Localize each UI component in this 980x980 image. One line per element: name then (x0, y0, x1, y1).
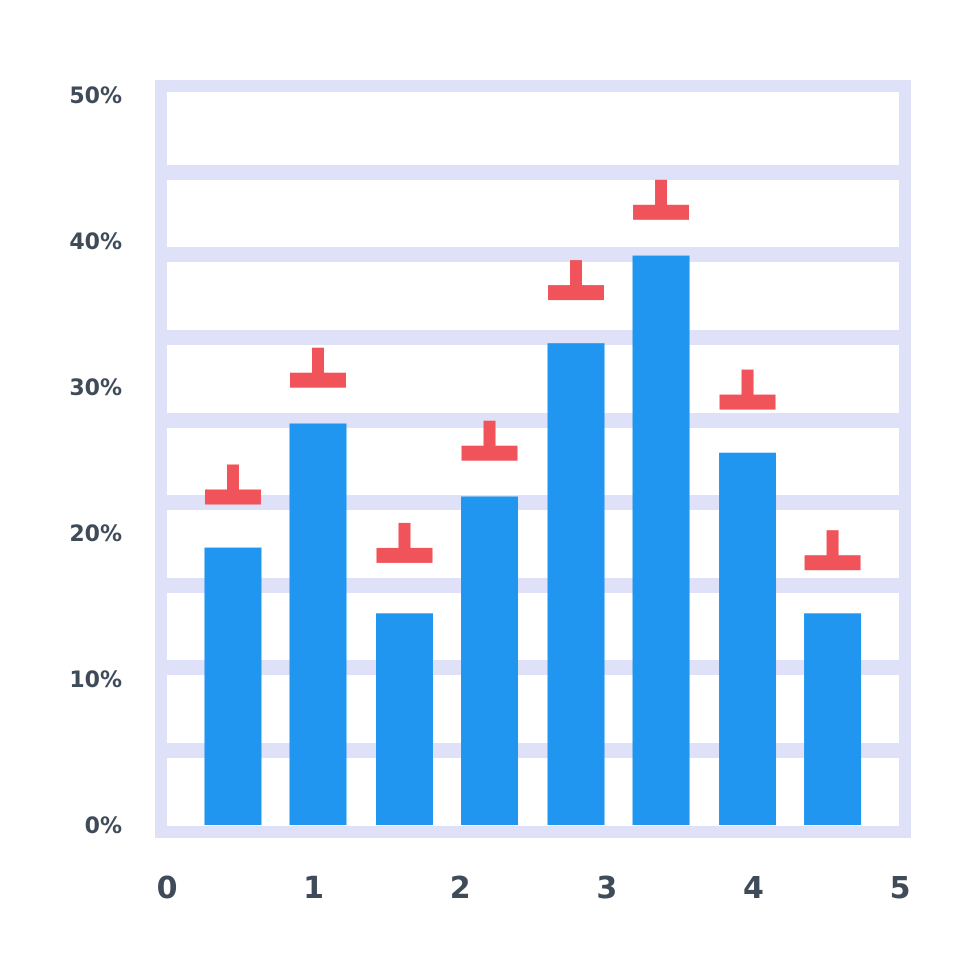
x-tick-label: 0 (157, 871, 178, 906)
gridline (161, 667, 905, 675)
error-marker (461, 420, 518, 461)
gridline (161, 420, 905, 428)
bar (547, 343, 605, 825)
bars (204, 255, 862, 826)
x-axis-ticks: 0 1 2 3 4 5 (157, 871, 911, 906)
gridlines (161, 165, 905, 758)
y-tick-label: 30% (69, 376, 122, 401)
gridline (161, 502, 905, 510)
bar (461, 496, 519, 825)
plot-frame (155, 80, 911, 838)
markers (204, 179, 861, 571)
gridline (161, 413, 905, 421)
x-tick-label: 3 (596, 871, 617, 906)
error-marker (289, 347, 346, 388)
gridline (161, 743, 905, 751)
gridline (161, 165, 905, 173)
y-axis-ticks: 0% 10% 20% 30% 40% 50% (69, 84, 122, 839)
y-tick-label: 50% (69, 84, 122, 109)
gridline (161, 172, 905, 180)
bar (289, 423, 347, 825)
gridline (161, 750, 905, 758)
gridline (161, 585, 905, 593)
x-tick-label: 2 (450, 871, 471, 906)
y-tick-label: 0% (85, 814, 122, 839)
error-marker (633, 179, 690, 220)
gridline (161, 330, 905, 338)
y-tick-label: 40% (69, 230, 122, 255)
bar (632, 255, 690, 826)
y-tick-label: 10% (69, 668, 122, 693)
error-marker (804, 530, 861, 571)
x-tick-label: 1 (303, 871, 324, 906)
gridline (161, 578, 905, 586)
gridline (161, 254, 905, 262)
bar (804, 613, 862, 825)
bar (204, 547, 262, 825)
gridline (161, 247, 905, 255)
gridline (161, 495, 905, 503)
error-marker (204, 464, 261, 505)
error-marker (719, 369, 776, 410)
y-tick-label: 20% (69, 522, 122, 547)
gridline (161, 337, 905, 345)
bar (375, 613, 433, 825)
bar (719, 452, 777, 825)
gridline (161, 660, 905, 668)
error-marker (376, 522, 433, 563)
x-tick-label: 4 (743, 871, 764, 906)
x-tick-label: 5 (890, 871, 911, 906)
error-marker (548, 260, 605, 301)
